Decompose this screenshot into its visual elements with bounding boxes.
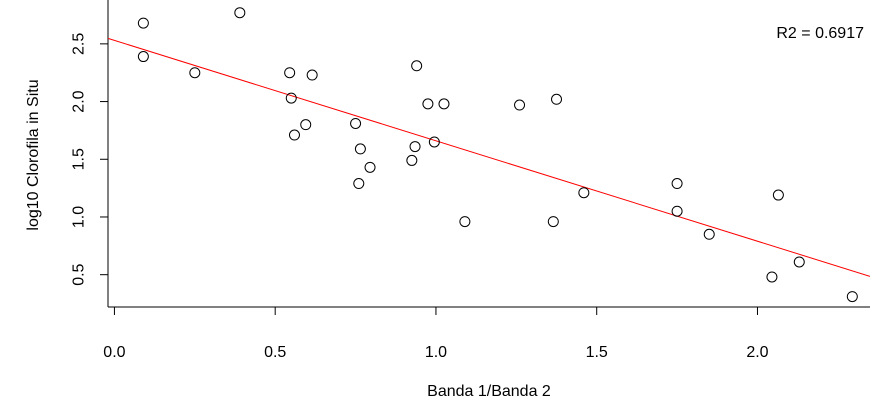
data-point bbox=[409, 141, 421, 153]
data-point bbox=[514, 99, 526, 111]
data-point bbox=[422, 98, 434, 110]
data-point bbox=[306, 69, 318, 81]
y-tick-label: 1.0 bbox=[71, 206, 88, 228]
data-point bbox=[137, 51, 149, 63]
x-axis-title: Banda 1/Banda 2 bbox=[427, 383, 551, 400]
plot-frame bbox=[107, 0, 870, 308]
x-tick-label: 1.0 bbox=[425, 344, 447, 361]
data-points bbox=[137, 7, 858, 303]
data-point bbox=[428, 136, 440, 148]
x-tick-label: 0.5 bbox=[264, 344, 286, 361]
y-tick-label: 2.0 bbox=[71, 90, 88, 112]
data-point bbox=[578, 187, 590, 199]
data-point bbox=[459, 216, 471, 228]
y-tick-label: 2.5 bbox=[71, 33, 88, 55]
regression-line bbox=[107, 37, 870, 277]
data-point bbox=[189, 67, 201, 79]
data-point bbox=[284, 67, 296, 79]
regression-line-group bbox=[107, 37, 870, 277]
data-point bbox=[703, 228, 715, 240]
data-point bbox=[137, 17, 149, 29]
data-point bbox=[846, 291, 858, 303]
data-point bbox=[285, 92, 297, 104]
data-point bbox=[551, 93, 563, 105]
data-point bbox=[353, 178, 365, 190]
data-point bbox=[793, 256, 805, 268]
data-point bbox=[772, 189, 784, 201]
y-tick-label: 0.5 bbox=[71, 263, 88, 285]
data-point bbox=[411, 60, 423, 72]
data-point bbox=[766, 271, 778, 283]
x-tick-label: 1.5 bbox=[586, 344, 608, 361]
x-axis: 0.0 0.5 1.0 1.5 2.0 bbox=[103, 307, 769, 361]
data-point bbox=[364, 161, 376, 173]
data-point bbox=[406, 154, 418, 166]
y-axis: 0.5 1.0 1.5 2.0 2.5 bbox=[71, 33, 108, 286]
data-point bbox=[234, 7, 246, 19]
data-point bbox=[288, 129, 300, 141]
r2-annotation: R2 = 0.6917 bbox=[776, 25, 864, 42]
data-point bbox=[671, 205, 683, 217]
y-tick-label: 1.5 bbox=[71, 148, 88, 170]
data-point bbox=[300, 119, 312, 131]
data-point bbox=[547, 216, 559, 228]
data-point bbox=[438, 98, 450, 110]
x-tick-label: 0.0 bbox=[103, 344, 125, 361]
x-tick-label: 2.0 bbox=[746, 344, 768, 361]
data-point bbox=[350, 117, 362, 129]
data-point bbox=[671, 178, 683, 190]
data-point bbox=[354, 143, 366, 155]
y-axis-title: log10 Clorofila in Situ bbox=[25, 79, 42, 230]
